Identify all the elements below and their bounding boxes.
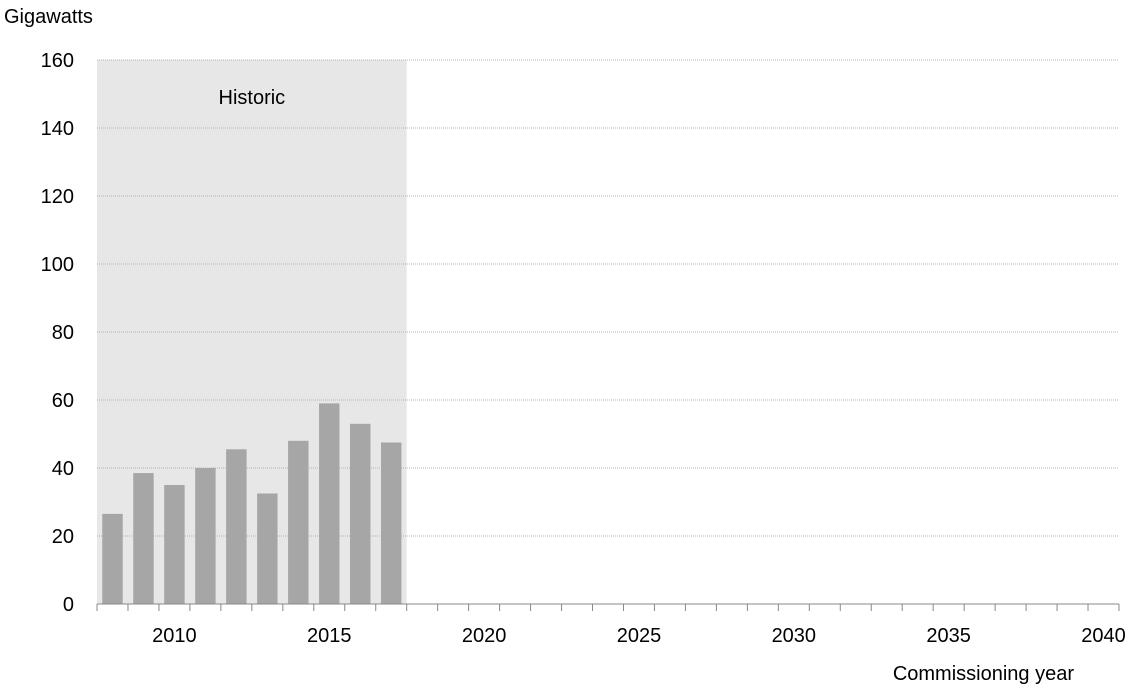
y-tick-label-20: 20 [52, 526, 74, 548]
bar-2008 [102, 513, 123, 604]
y-tick-label-140: 140 [41, 118, 74, 140]
x-tick-label-2040: 2040 [1081, 625, 1126, 647]
bar-2013 [257, 493, 278, 604]
x-tick-label-2035: 2035 [926, 625, 971, 647]
bar-2012 [226, 449, 247, 604]
y-axis-title: Gigawatts [4, 6, 93, 28]
bar-2010 [164, 485, 185, 604]
y-tick-label-80: 80 [52, 322, 74, 344]
y-tick-label-120: 120 [41, 186, 74, 208]
bar-2011 [195, 468, 216, 604]
x-tick-label-2030: 2030 [772, 625, 817, 647]
x-tick-label-2010: 2010 [152, 625, 197, 647]
bar-2015 [319, 403, 340, 604]
historic-label: Historic [219, 87, 286, 109]
y-tick-label-160: 160 [41, 50, 74, 72]
bar-2017 [380, 442, 402, 604]
y-tick-label-40: 40 [52, 458, 74, 480]
x-tick-label-2025: 2025 [617, 625, 662, 647]
y-tick-label-60: 60 [52, 390, 74, 412]
x-tick-label-2020: 2020 [462, 625, 507, 647]
x-axis-title: Commissioning year [892, 663, 1074, 685]
y-tick-label-0: 0 [63, 594, 74, 616]
x-tick-label-2015: 2015 [307, 625, 352, 647]
bar-2016 [350, 423, 371, 604]
y-tick-label-100: 100 [41, 254, 74, 276]
bar-2009 [133, 473, 154, 604]
bar-2014 [288, 440, 309, 604]
